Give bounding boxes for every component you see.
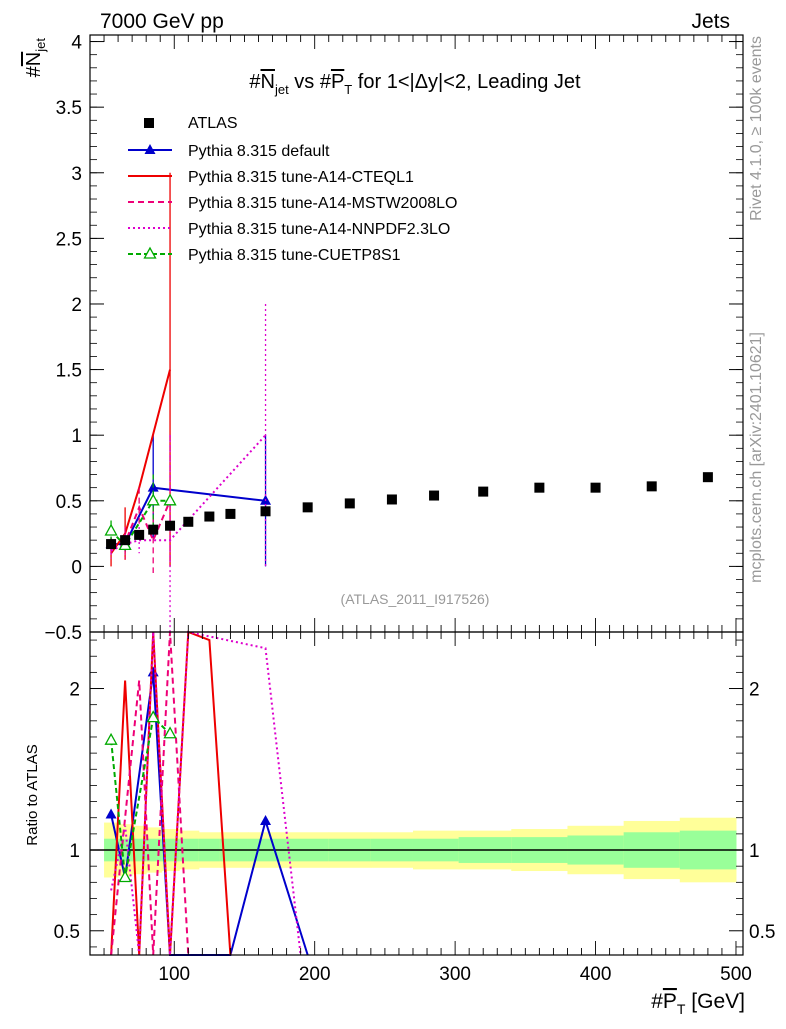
atlas-data-point (120, 535, 130, 545)
title-p-subscript: T (344, 82, 352, 97)
ratio-marker (260, 815, 271, 825)
ratio-marker (106, 808, 117, 818)
atlas-data-point (591, 483, 601, 493)
y-tick-label: 1 (71, 426, 82, 447)
x-label-p: P (663, 990, 677, 1013)
legend-label: Pythia 8.315 tune-A14-CTEQL1 (188, 169, 414, 186)
y-tick-label: 2 (71, 295, 82, 316)
atlas-data-point (647, 481, 657, 491)
series-marker (165, 495, 176, 505)
legend-label: Pythia 8.315 tune-A14-MSTW2008LO (188, 195, 457, 212)
y-tick-label: −0.5 (44, 623, 82, 644)
y-tick-label: 3.5 (56, 98, 82, 119)
title-n-symbol: N (261, 71, 275, 93)
ratio-marker (148, 666, 159, 676)
analysis-id-label: (ATLAS_2011_I917526) (341, 591, 490, 607)
x-tick-label: 200 (299, 964, 331, 985)
chart-canvas: 7000 GeV pp Jets Rivet 4.1.0, ≥ 100k eve… (0, 0, 786, 1024)
atlas-data-point (478, 487, 488, 497)
series-marker (106, 525, 117, 535)
y-tick-label: 1.5 (56, 361, 82, 382)
atlas-data-point (534, 483, 544, 493)
ratio-line-pythia-8-315-tune-a14-mstw2008lo (111, 632, 188, 955)
x-label-unit: [GeV] (685, 990, 745, 1013)
atlas-data-point (148, 525, 158, 535)
ratio-marker (106, 734, 117, 744)
header-category-label: Jets (691, 10, 730, 33)
x-tick-label: 400 (580, 964, 612, 985)
legend-atlas-marker (144, 118, 154, 128)
y-label-sub: jet (33, 38, 48, 53)
atlas-data-point (134, 530, 144, 540)
atlas-data-point (261, 506, 271, 516)
title-n-subscript: jet (274, 82, 289, 97)
ratio-y-axis-label: Ratio to ATLAS (24, 744, 41, 845)
ratio-marker (165, 728, 176, 738)
x-tick-label: 100 (158, 964, 190, 985)
atlas-data-point (303, 502, 313, 512)
x-axis-label: #PT [GeV] (651, 990, 745, 1017)
x-label-hash: # (651, 990, 663, 1013)
atlas-data-point (183, 517, 193, 527)
ratio-tick-label-left: 1 (69, 841, 80, 862)
y-tick-label: 0.5 (56, 492, 82, 513)
chart-title: #Njet vs #PT for 1<|Δy|<2, Leading Jet (249, 71, 581, 97)
ratio-tick-label-right: 1 (749, 841, 760, 862)
atlas-data-point (204, 512, 214, 522)
legend: ATLAS Pythia 8.315 default Pythia 8.315 tu… (128, 115, 457, 264)
ratio-line-pythia-8-315-tune-a14-cteql1 (111, 632, 230, 955)
title-p-symbol: P (331, 71, 344, 93)
y-tick-label: 2.5 (56, 229, 82, 250)
atlas-data-point (703, 472, 713, 482)
y-label-n: N (23, 52, 45, 66)
legend-label: Pythia 8.315 tune-CUETP8S1 (188, 247, 401, 264)
atlas-data-point (165, 521, 175, 531)
ratio-uncertainty-bands (90, 818, 743, 883)
ratio-tick-label-left: 0.5 (54, 922, 80, 943)
legend-label: Pythia 8.315 default (188, 143, 330, 160)
main-series-group (106, 173, 271, 632)
atlas-data-point (106, 539, 116, 549)
title-rest: for 1<|Δy|<2, Leading Jet (352, 71, 581, 93)
ratio-tick-label-right: 2 (749, 680, 760, 701)
x-tick-label: 300 (439, 964, 471, 985)
y-tick-label: 4 (71, 33, 82, 54)
title-mid: vs # (289, 71, 332, 93)
ratio-series-group (106, 632, 308, 955)
atlas-data-point (387, 494, 397, 504)
atlas-data-point (225, 509, 235, 519)
series-line-pythia-8-315-tune-a14-cteql1 (111, 370, 170, 554)
y-axis-label: #Njet (23, 38, 48, 78)
ratio-plot-frame (90, 632, 743, 955)
atlas-data-point (429, 491, 439, 501)
y-tick-label: 3 (71, 164, 82, 185)
ratio-tick-label-left: 2 (69, 680, 80, 701)
chart-svg: 7000 GeV pp Jets Rivet 4.1.0, ≥ 100k eve… (0, 0, 786, 1024)
legend-label: Pythia 8.315 tune-A14-NNPDF2.3LO (188, 221, 450, 238)
y-tick-label: 0 (71, 557, 82, 578)
legend-atlas-label: ATLAS (188, 115, 238, 132)
mcplots-credit-label: mcplots.cern.ch [arXiv:2401.10621] (748, 332, 765, 583)
atlas-data-point (345, 498, 355, 508)
header-beam-label: 7000 GeV pp (100, 10, 224, 33)
ratio-tick-label-right: 0.5 (749, 922, 775, 943)
x-tick-label: 500 (720, 964, 752, 985)
rivet-version-label: Rivet 4.1.0, ≥ 100k events (748, 36, 765, 221)
